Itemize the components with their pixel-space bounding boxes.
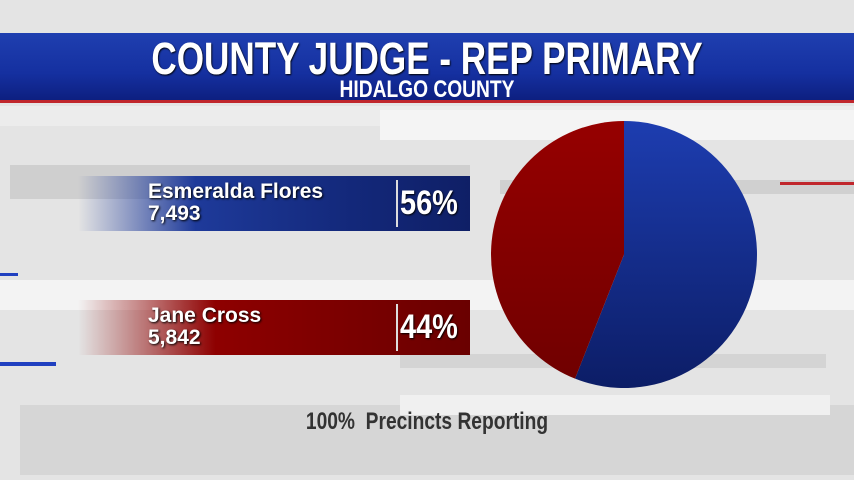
candidate-votes: 5,842 — [148, 326, 201, 349]
candidate-votes: 7,493 — [148, 202, 201, 225]
candidate-bar-cross: Jane Cross 5,842 44% — [78, 300, 470, 355]
candidate-percent: 44% — [400, 308, 458, 346]
header-banner: COUNTY JUDGE - REP PRIMARY HIDALGO COUNT… — [0, 33, 854, 103]
candidate-bar-flores: Esmeralda Flores 7,493 56% — [78, 176, 470, 231]
accent-line-blue — [0, 273, 18, 276]
page-subtitle: HIDALGO COUNTY — [339, 76, 515, 103]
bg-stripe — [400, 395, 830, 415]
page-title: COUNTY JUDGE - REP PRIMARY — [151, 33, 703, 84]
divider — [396, 180, 398, 227]
pie-slice-esmeralda-flores — [575, 121, 758, 388]
accent-line-red — [780, 182, 854, 185]
candidate-name: Esmeralda Flores — [148, 180, 324, 203]
divider — [396, 304, 398, 351]
accent-line-blue — [0, 362, 56, 366]
bg-stripe — [20, 405, 854, 475]
candidate-percent: 56% — [400, 184, 458, 222]
pie-slice-jane-cross — [491, 121, 624, 379]
candidate-name: Jane Cross — [148, 304, 262, 327]
precincts-reporting: 100% Precincts Reporting — [305, 408, 549, 435]
